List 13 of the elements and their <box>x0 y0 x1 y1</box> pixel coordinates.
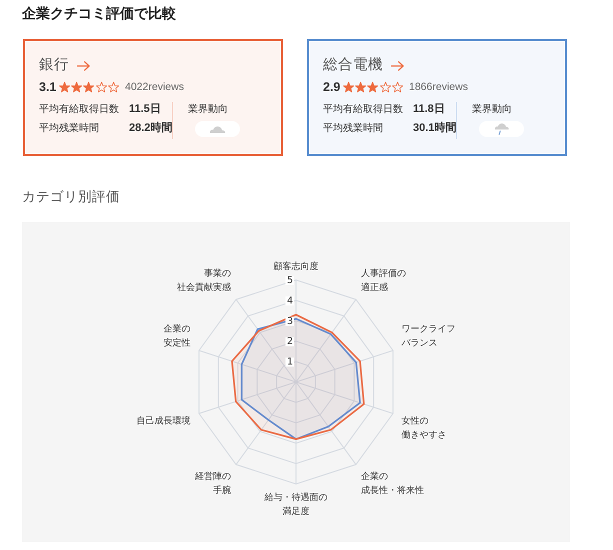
chart-title: カテゴリ別評価 <box>22 188 120 206</box>
spoke-label: 顧客志向度 <box>274 261 318 272</box>
spoke-label: 企業の安定性 <box>163 324 190 349</box>
card: 銀行 3.1 4022reviews 平均有給取得日数 11.5日 平均残業時間 28.2時間 業界動向 <box>23 39 283 156</box>
spoke-label: 事業の社会貢献実感 <box>176 268 231 294</box>
spoke-label: ワークライフバランス <box>400 324 456 349</box>
spoke-label: 企業の成長性・将来性 <box>361 470 424 496</box>
spoke-label: 女性の働きやすさ <box>402 415 447 440</box>
card: 総合電機 2.9 1866reviews 平均有給取得日数 11.8日 平均残業時間 30.1時間 業界動向 <box>307 39 567 156</box>
spoke-label: 人事評価の適正感 <box>361 268 406 294</box>
spoke-label: 給与・待遇面の満足度 <box>264 492 328 517</box>
text: 企業クチコミ評価で比較 <box>22 6 176 22</box>
spoke-label: 経営陣の手腕 <box>194 470 231 496</box>
